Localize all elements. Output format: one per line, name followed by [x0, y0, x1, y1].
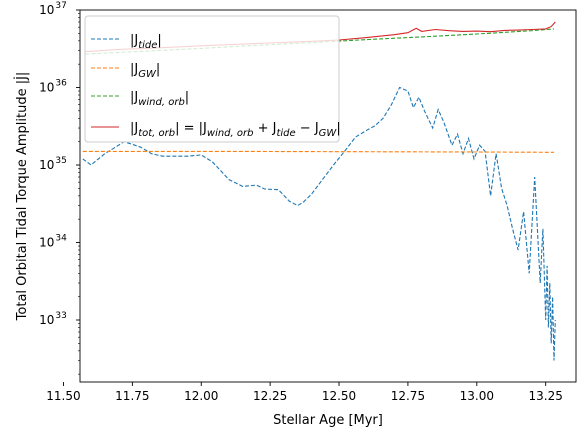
y-axis-label: Total Orbital Tidal Torque Amplitude |J̇… — [15, 72, 30, 322]
legend-box — [84, 15, 340, 143]
x-tick-label: 13.25 — [529, 389, 563, 403]
x-tick-label: 11.50 — [46, 389, 80, 403]
legend-label-0: |Jtide| — [130, 33, 162, 51]
series-line-1 — [82, 150, 555, 153]
y-tick-label: 1034 — [39, 234, 67, 250]
y-tick-label: 1035 — [39, 156, 67, 172]
y-axis-ticks: 1033 1034 1035 1036 1037 — [39, 1, 80, 375]
x-tick-label: 12.75 — [391, 389, 425, 403]
legend-label-2: |Jwind, orb| — [130, 90, 189, 108]
x-axis-ticks: 11.50 11.75 12.00 12.25 12.50 12.75 13.00 13.25 — [46, 382, 563, 403]
x-axis-label: Stellar Age [Myr] — [273, 413, 383, 428]
legend: |Jtide| |JGW| |Jwind, orb| |Jtot, orb| = |J… — [84, 15, 341, 143]
legend-label-3: |Jtot, orb| = |Jwind, orb + Jtide − JGW| — [130, 121, 341, 139]
x-tick-label: 12.50 — [322, 389, 356, 403]
y-tick-label: 1037 — [39, 1, 67, 17]
legend-label-1: |JGW| — [130, 62, 160, 80]
y-tick-label: 1033 — [39, 311, 67, 327]
x-tick-label: 12.00 — [184, 389, 218, 403]
x-tick-label: 13.00 — [460, 389, 494, 403]
x-tick-label: 12.25 — [253, 389, 287, 403]
x-tick-label: 11.75 — [115, 389, 149, 403]
y-tick-label: 1036 — [39, 79, 67, 95]
series-line-0 — [82, 86, 556, 361]
